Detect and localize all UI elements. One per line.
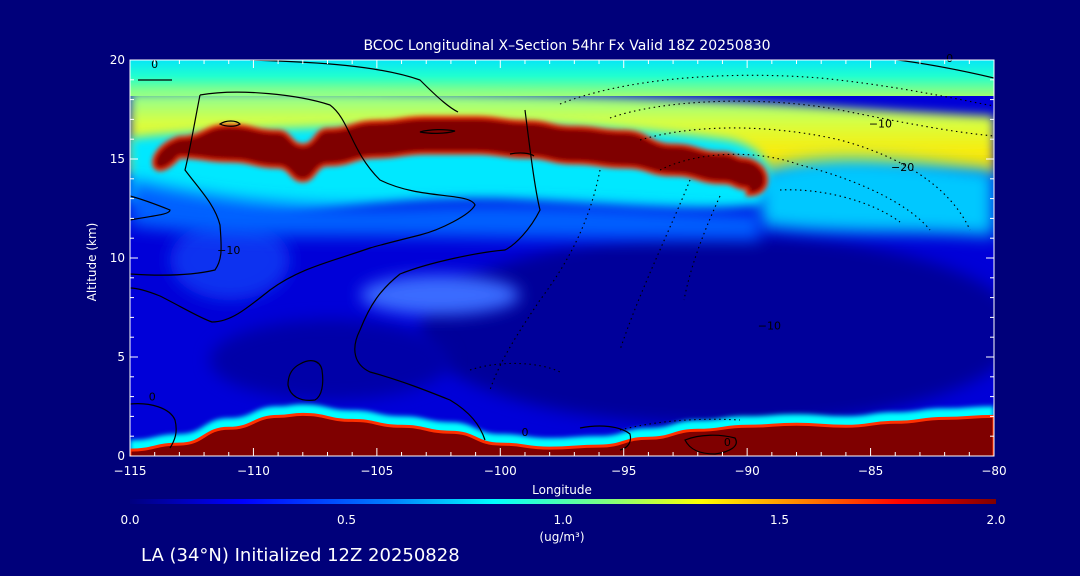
x-tick-label: −95 xyxy=(611,464,636,478)
contour-solid-11 xyxy=(684,434,737,455)
contour-solid-9 xyxy=(130,403,177,449)
y-tick-label: 10 xyxy=(110,251,125,265)
y-tick-label: 0 xyxy=(117,449,125,463)
colorbar-tick-label: 1.0 xyxy=(553,513,572,527)
field-upper-top xyxy=(130,60,994,96)
contour-solid-4 xyxy=(130,94,222,276)
temperature-contours xyxy=(130,60,994,455)
x-tick-label: −105 xyxy=(360,464,393,478)
colorbar: 0.0 0.5 1.0 1.5 2.0 (ug/m³) xyxy=(120,499,1006,544)
contour-label: 0 xyxy=(724,436,731,449)
contour-label: 0 xyxy=(946,52,953,65)
elevated-smoke-layer xyxy=(152,115,769,197)
contour-solid-14 xyxy=(509,152,535,157)
contour-dot-9 xyxy=(619,418,741,431)
contour-label: −10 xyxy=(758,319,781,332)
contour-solid-1 xyxy=(249,60,459,113)
x-tick-label: −100 xyxy=(484,464,517,478)
field-dark-core xyxy=(420,235,994,425)
contour-label: −20 xyxy=(891,161,914,174)
chart-title: BCOC Longitudinal X–Section 54hr Fx Vali… xyxy=(363,38,770,54)
contour-label: −10 xyxy=(869,117,892,130)
x-tick-label: −115 xyxy=(114,464,147,478)
contour-solid-13 xyxy=(419,129,456,134)
contour-dot-7 xyxy=(683,195,721,301)
contour-dot-3 xyxy=(639,127,971,231)
contour-label: 0 xyxy=(149,391,156,404)
surface-smoke-layer xyxy=(130,412,994,456)
contour-solid-6 xyxy=(354,109,541,441)
y-tick-label: 15 xyxy=(110,152,125,166)
field-halo-blue xyxy=(130,180,760,240)
x-tick-label: −85 xyxy=(858,464,883,478)
field-right-wedge xyxy=(760,158,994,236)
x-axis-ticks: −115 −110 −105 −100 −95 −90 −85 −80 xyxy=(114,60,1007,478)
contour-label: 0 xyxy=(521,426,528,439)
colorbar-tick-label: 0.5 xyxy=(337,513,356,527)
x-tick-label: −80 xyxy=(981,464,1006,478)
colorbar-ramp xyxy=(130,499,996,504)
contour-label: 0 xyxy=(151,58,158,71)
y-tick-label: 5 xyxy=(117,350,125,364)
field-mid-patch xyxy=(360,275,520,315)
contour-dot-6 xyxy=(619,179,691,351)
negative-contours xyxy=(469,74,994,431)
contour-solid-5 xyxy=(130,195,171,221)
contour-solid-12 xyxy=(218,120,241,127)
x-tick-label: −110 xyxy=(237,464,270,478)
colorbar-ticks: 0.0 0.5 1.0 1.5 2.0 xyxy=(120,513,1005,527)
colorbar-tick-label: 1.5 xyxy=(770,513,789,527)
contour-solid-8 xyxy=(287,360,324,401)
plot-area xyxy=(130,60,994,456)
x-tick-label: −90 xyxy=(734,464,759,478)
field-mid-patch-2 xyxy=(170,220,290,300)
x-axis-label: Longitude xyxy=(532,483,592,497)
contour-labels: 0 0 −10 −10 −10 −20 0 0 0 xyxy=(149,52,953,449)
contour-dot-4 xyxy=(659,153,931,231)
y-tick-label: 20 xyxy=(110,53,125,67)
colorbar-tick-label: 2.0 xyxy=(986,513,1005,527)
contour-label: −10 xyxy=(217,244,240,257)
contour-solid-10 xyxy=(579,425,632,451)
field-dark-left xyxy=(210,320,450,400)
contour-solid-3 xyxy=(130,91,476,323)
contour-solid-7 xyxy=(892,60,994,79)
footer-text: LA (34°N) Initialized 12Z 20250828 xyxy=(141,545,460,566)
colorbar-units: (ug/m³) xyxy=(539,530,584,544)
colorbar-tick-label: 0.0 xyxy=(120,513,139,527)
y-axis-label: Altitude (km) xyxy=(85,223,99,302)
y-axis-ticks: 0 5 10 15 20 xyxy=(110,53,994,463)
